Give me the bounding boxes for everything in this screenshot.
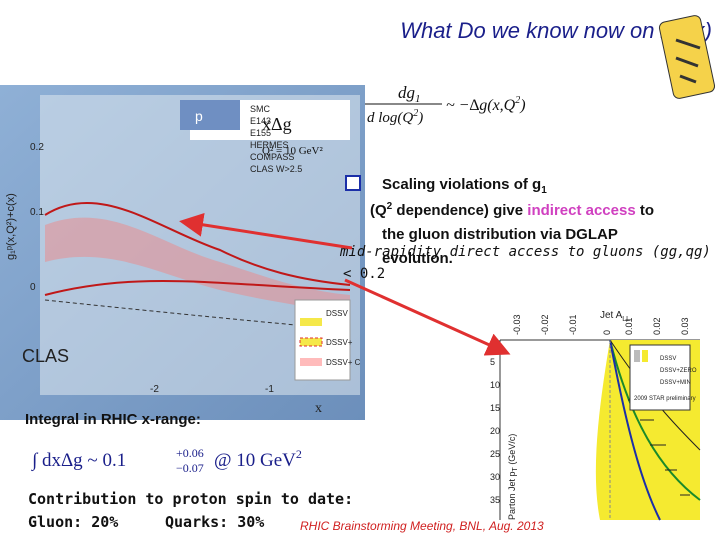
right-legend: DSSV+ZERO [660, 368, 697, 374]
gluon: Gluon: 20% [28, 513, 118, 531]
integral-minus: −0.07 [176, 461, 204, 475]
band-label: DSSV+ [326, 338, 353, 347]
panel-label: p [195, 108, 203, 124]
formula: dg1 d log(Q2) ~ −∆g(x,Q2) [365, 83, 526, 126]
bullet-icon [345, 175, 361, 191]
scale-label: Q² = 10 GeV² [262, 145, 323, 157]
integral-at: @ 10 GeV2 [214, 447, 302, 471]
right-vtick: 0 [602, 330, 612, 335]
left-tick: 0 [30, 282, 36, 293]
quarks: Quarks: 30% [165, 513, 264, 531]
legend-entry: COMPASS [250, 152, 294, 162]
right-tick: 5 [490, 357, 495, 367]
right-tick: 20 [490, 426, 500, 436]
integral-heading: Integral in RHIC x-range: [25, 411, 201, 428]
right-legend: DSSV [660, 356, 676, 362]
footer: RHIC Brainstorming Meeting, BNL, Aug. 20… [300, 519, 544, 533]
overlay-text: mid-rapidity direct access to gluons (gg… [339, 244, 711, 260]
right-vtick: -0.02 [540, 314, 550, 335]
formula-rhs: ~ −∆g(x,Q2) [446, 95, 526, 114]
bullet-line: Scaling violations of g1 [382, 176, 547, 196]
integral-formula: ∫ dxΔg ~ 0.1 +0.06 −0.07 @ 10 GeV2 [31, 446, 302, 475]
title-icon [658, 15, 716, 99]
formula-den: d log(Q2) [367, 108, 423, 126]
integral-plus: +0.06 [176, 446, 204, 460]
left-xtick: -2 [150, 384, 159, 395]
band-label: DSSV+ C [326, 358, 361, 367]
contribution: Contribution to proton spin to date: [28, 490, 353, 508]
right-tick: 25 [490, 449, 500, 459]
left-xtick: -1 [265, 384, 274, 395]
right-legend: DSSV+MIN [660, 380, 691, 386]
legend-entry: SMC [250, 104, 271, 114]
clas-label: CLAS [22, 346, 69, 366]
right-vtick: -0.01 [568, 314, 578, 335]
right-title: Jet ALL [600, 310, 630, 323]
left-plot [0, 85, 365, 420]
bullet-line: (Q2 dependence) give indirect access to [370, 201, 654, 219]
right-vtick: -0.03 [512, 314, 522, 335]
overlay-text: < 0.2 [343, 266, 385, 282]
right-vtick: 0.01 [624, 317, 634, 335]
legend-entry: E143 [250, 116, 271, 126]
left-tick: 0.1 [30, 207, 44, 218]
left-y-label: g₁ᵖ(x,Q²)+c(x) [5, 193, 17, 260]
curve-label: xΔg [262, 114, 292, 134]
arrow [344, 278, 511, 356]
right-tick: 15 [490, 403, 500, 413]
right-vtick: 0.03 [680, 317, 690, 335]
left-x-label: x [315, 401, 322, 416]
legend-entry: HERMES [250, 140, 289, 150]
legend-entry: E155 [250, 128, 271, 138]
bullet-line: the gluon distribution via DGLAP [382, 226, 618, 243]
right-vtick: 0.02 [652, 317, 662, 335]
bullet-line: evolution. [382, 250, 453, 267]
left-tick: 0.2 [30, 142, 44, 153]
right-x-label: Parton Jet pT (GeV/c) [507, 434, 519, 520]
right-tick: 35 [490, 495, 500, 505]
right-tick: 30 [490, 472, 500, 482]
band-label: DSSV [326, 309, 348, 318]
arrow [179, 212, 353, 250]
formula-num: dg1 [398, 83, 421, 105]
right-legend: 2009 STAR preliminary [634, 396, 696, 402]
integral-lead: ∫ dxΔg ~ 0.1 [31, 450, 126, 472]
right-tick: 10 [490, 380, 500, 390]
legend-entry: CLAS W>2.5 [250, 164, 302, 174]
right-plot [385, 300, 720, 521]
